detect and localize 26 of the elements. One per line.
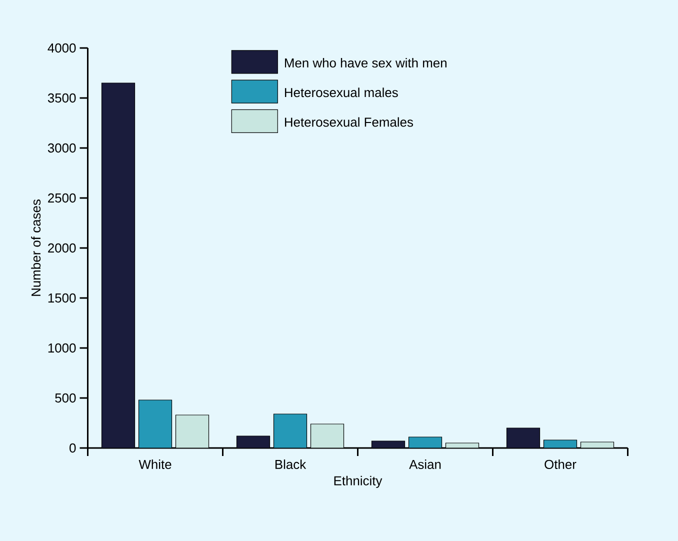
bar xyxy=(408,436,442,448)
bar xyxy=(138,400,172,448)
y-tick-label: 500 xyxy=(55,393,76,403)
y-tick-label: 4000 xyxy=(48,43,76,53)
y-tick-label: 1000 xyxy=(48,343,76,353)
y-tick-label: 0 xyxy=(70,443,76,453)
legend-label: Heterosexual males xyxy=(284,88,398,98)
x-tick-label: Black xyxy=(275,460,306,470)
bar xyxy=(310,424,344,448)
x-axis-title: Ethnicity xyxy=(334,476,382,488)
legend-label: Men who have sex with men xyxy=(284,58,446,68)
x-tick-label: White xyxy=(138,460,172,470)
y-tick-label: 3500 xyxy=(48,93,76,103)
bar xyxy=(101,82,136,448)
y-tick-label: 1500 xyxy=(48,293,76,303)
y-tick-label: 2500 xyxy=(48,193,76,203)
y-tick-label: 2000 xyxy=(48,243,76,253)
y-tick-label: 3000 xyxy=(48,143,76,153)
legend-label: Heterosexual Females xyxy=(284,117,414,127)
x-tick-label: Asian xyxy=(409,460,441,470)
bar xyxy=(273,414,308,448)
bar xyxy=(506,428,540,448)
bar xyxy=(175,414,210,448)
x-tick-label: Other xyxy=(544,460,576,470)
bar xyxy=(236,436,270,448)
y-axis-title: Number of cases xyxy=(31,200,41,296)
